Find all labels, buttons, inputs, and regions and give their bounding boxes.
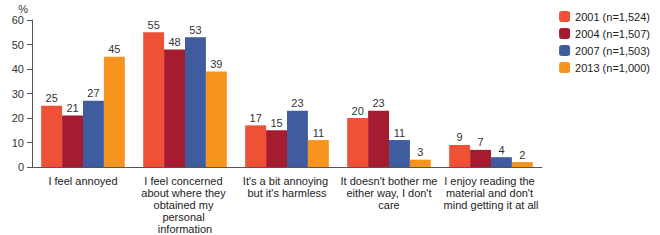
svg-text:45: 45 [108, 43, 120, 55]
svg-text:4: 4 [498, 144, 504, 156]
svg-text:information: information [158, 223, 212, 235]
svg-text:39: 39 [210, 58, 222, 70]
svg-text:material and don't: material and don't [446, 187, 536, 199]
svg-text:I feel annoyed: I feel annoyed [48, 175, 117, 187]
svg-text:21: 21 [66, 102, 78, 114]
svg-text:50: 50 [12, 39, 24, 51]
svg-text:17: 17 [250, 112, 262, 124]
svg-text:I enjoy reading the: I enjoy reading the [444, 175, 538, 187]
svg-text:20: 20 [12, 112, 24, 124]
svg-text:11: 11 [313, 127, 324, 139]
svg-text:27: 27 [87, 87, 99, 99]
svg-text:10: 10 [12, 137, 24, 149]
svg-text:but it's harmless: but it's harmless [247, 187, 327, 199]
svg-text:care: care [378, 199, 399, 211]
svg-text:55: 55 [148, 19, 160, 31]
svg-text:about where they: about where they [141, 187, 228, 199]
svg-text:9: 9 [457, 131, 463, 143]
svg-text:2: 2 [519, 149, 525, 161]
svg-text:personal: personal [162, 211, 207, 223]
svg-text:7: 7 [477, 136, 483, 148]
svg-text:23: 23 [291, 97, 303, 109]
svg-text:11: 11 [394, 127, 405, 139]
svg-text:3: 3 [417, 146, 423, 158]
svg-text:%: % [18, 3, 28, 15]
svg-text:0: 0 [18, 161, 24, 173]
svg-text:25: 25 [46, 92, 58, 104]
svg-text:mind getting it at all: mind getting it at all [444, 199, 539, 211]
svg-text:20: 20 [352, 105, 364, 117]
svg-text:40: 40 [12, 63, 24, 75]
svg-text:60: 60 [12, 14, 24, 26]
svg-text:2013 (n=1,000): 2013 (n=1,000) [575, 62, 650, 74]
svg-text:either way, I don't: either way, I don't [343, 187, 434, 199]
svg-text:48: 48 [168, 36, 180, 48]
svg-text:It's a bit annoying: It's a bit annoying [243, 175, 331, 187]
svg-text:2007 (n=1,503): 2007 (n=1,503) [575, 45, 650, 57]
svg-text:53: 53 [189, 24, 201, 36]
svg-text:15: 15 [270, 117, 282, 129]
svg-text:23: 23 [372, 97, 384, 109]
svg-text:obtained my: obtained my [154, 199, 217, 211]
svg-text:30: 30 [12, 88, 24, 100]
svg-text:2004 (n=1,507): 2004 (n=1,507) [575, 28, 650, 40]
svg-text:It doesn't bother me: It doesn't bother me [341, 175, 438, 187]
svg-text:2001 (n=1,524): 2001 (n=1,524) [575, 11, 650, 23]
svg-text:I feel concerned: I feel concerned [144, 175, 225, 187]
